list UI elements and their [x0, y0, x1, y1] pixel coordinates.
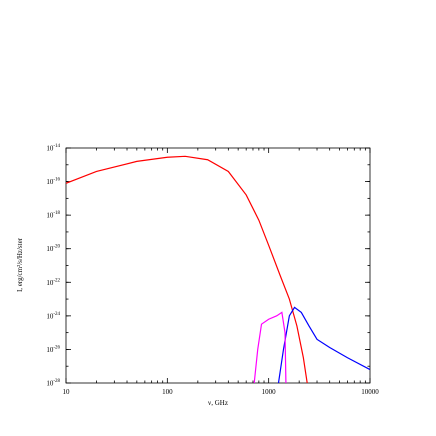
y-tick-exponent: -16	[53, 178, 60, 183]
x-axis-label: ν, GHz	[208, 399, 228, 407]
y-tick-exponent: -22	[53, 278, 60, 283]
x-tick-label: 10	[63, 388, 71, 396]
y-tick-label: 10-24	[46, 312, 60, 321]
x-tick-label: 1000	[262, 388, 277, 396]
y-tick-base: 10	[46, 380, 54, 388]
series-line	[253, 311, 287, 383]
y-tick-exponent: -24	[53, 312, 60, 317]
y-tick-exponent: -20	[53, 245, 60, 250]
y-tick-base: 10	[46, 245, 54, 253]
y-tick-label: 10-26	[46, 345, 60, 354]
y-tick-label: 10-20	[46, 245, 60, 254]
y-tick-label: 10-14	[46, 144, 60, 153]
y-tick-exponent: -14	[53, 144, 60, 149]
y-tick-base: 10	[46, 279, 54, 287]
series-line	[277, 306, 370, 383]
y-tick-base: 10	[46, 212, 54, 220]
y-tick-base: 10	[46, 312, 54, 320]
y-tick-label: 10-28	[46, 379, 60, 388]
x-tick-label: 100	[162, 388, 173, 396]
x-tick-label: 10000	[361, 388, 379, 396]
plot-frame	[65, 147, 371, 384]
y-tick-exponent: -26	[53, 345, 60, 350]
y-tick-base: 10	[46, 346, 54, 354]
y-tick-base: 10	[46, 145, 54, 153]
y-tick-label: 10-18	[46, 211, 60, 220]
y-tick-label: 10-16	[46, 178, 60, 187]
y-tick-base: 10	[46, 178, 54, 186]
y-tick-exponent: -18	[53, 211, 60, 216]
series-line	[66, 155, 308, 383]
y-tick-exponent: -28	[53, 379, 60, 384]
y-tick-label: 10-22	[46, 278, 60, 287]
y-axis-label: I, erg/cm²/s/Hz/ster	[16, 237, 24, 292]
